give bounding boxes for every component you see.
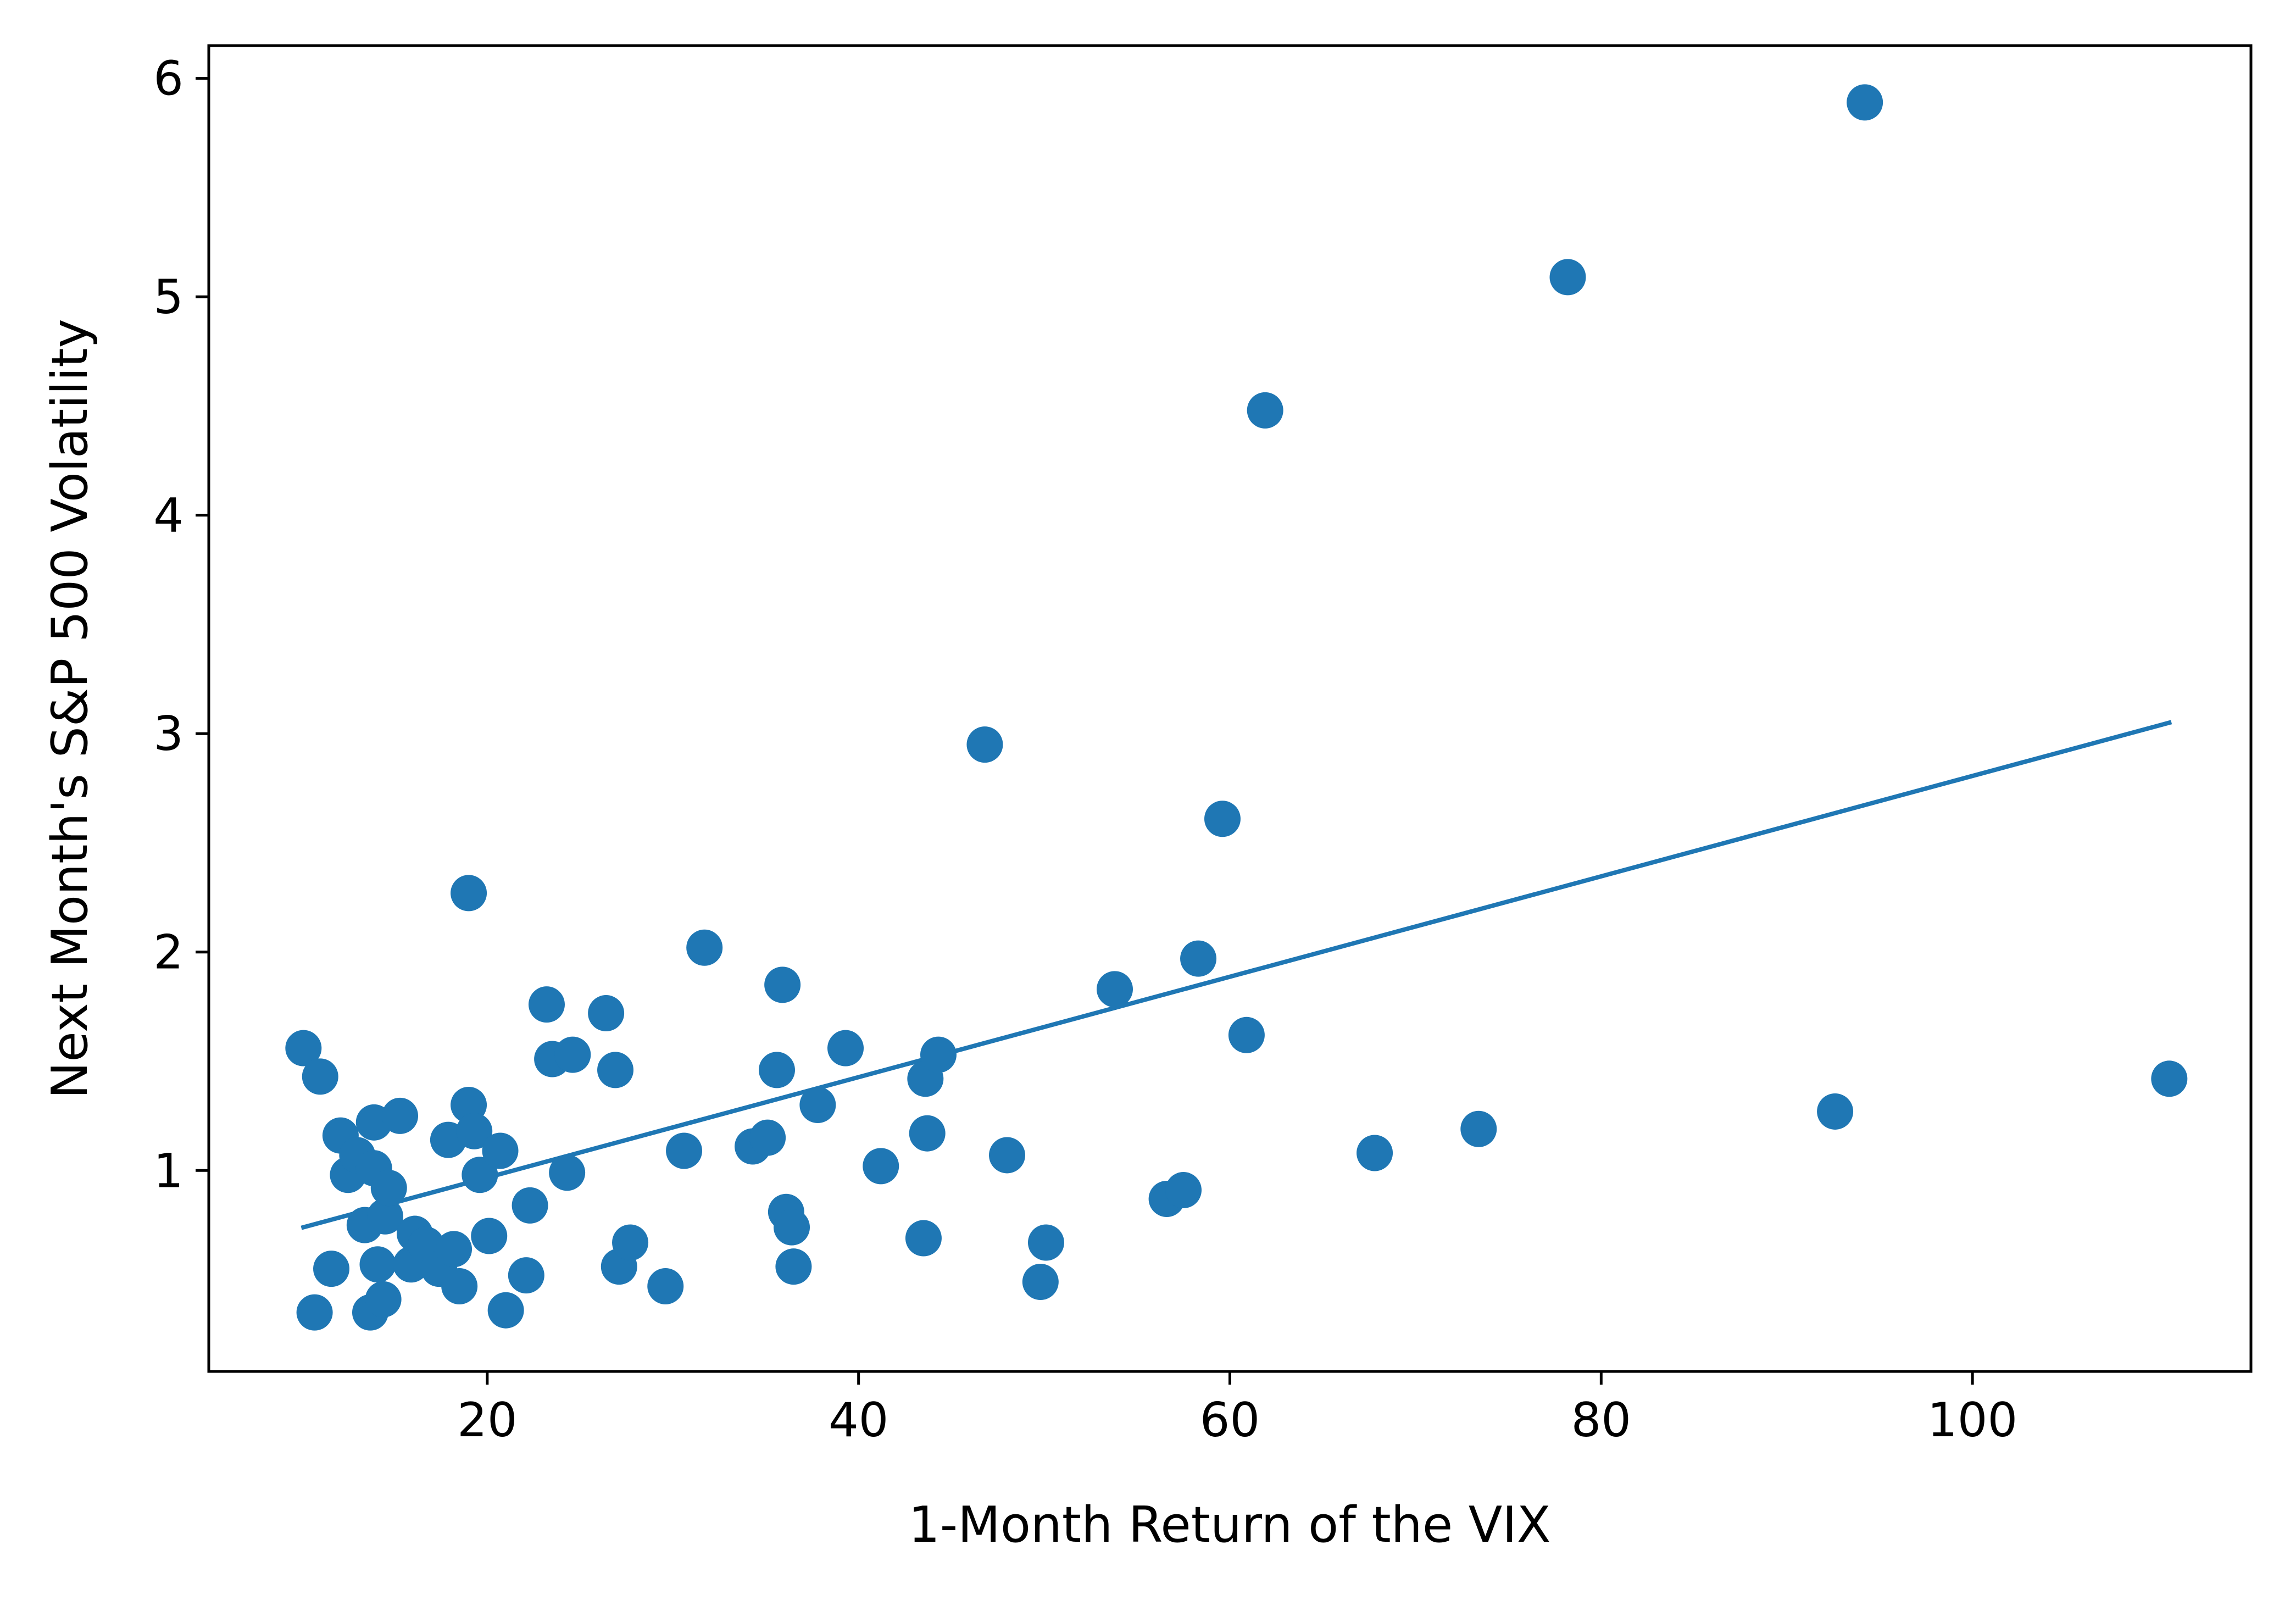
x-tick-label: 100 (1927, 1393, 2017, 1448)
data-point (799, 1087, 836, 1124)
data-point (370, 1170, 407, 1207)
data-point (285, 1030, 322, 1066)
data-point (1357, 1135, 1393, 1171)
data-point (764, 966, 801, 1003)
data-point (359, 1246, 396, 1283)
data-point (759, 1052, 796, 1088)
data-point (827, 1030, 864, 1066)
data-point (749, 1119, 786, 1156)
data-point (863, 1148, 899, 1185)
data-point (686, 929, 723, 966)
data-point (1180, 940, 1217, 977)
y-tick-label: 5 (153, 270, 184, 325)
data-point (1022, 1264, 1059, 1301)
y-tick-label: 6 (153, 52, 184, 107)
data-point (774, 1209, 810, 1246)
data-point (597, 1052, 634, 1088)
data-point (588, 995, 625, 1032)
data-point (905, 1220, 942, 1257)
data-point (367, 1198, 404, 1235)
data-point (441, 1268, 478, 1304)
data-point (775, 1248, 812, 1285)
data-point (1204, 801, 1241, 837)
data-point (1847, 84, 1883, 121)
data-point (647, 1268, 684, 1304)
data-point (1228, 1016, 1265, 1053)
x-axis-ticks: 20 40 60 80 100 (457, 1371, 2017, 1448)
y-axis-ticks: 1 2 3 4 5 6 (153, 52, 209, 1198)
data-point (302, 1058, 338, 1095)
regression-line (301, 720, 2172, 1230)
data-point (554, 1036, 591, 1073)
y-tick-label: 2 (153, 925, 184, 980)
data-point (487, 1292, 524, 1329)
y-tick-label: 3 (153, 707, 184, 762)
data-point (966, 726, 1003, 763)
data-point (456, 1113, 493, 1149)
x-tick-label: 20 (457, 1393, 517, 1448)
data-point (296, 1294, 333, 1331)
y-tick-label: 1 (153, 1143, 184, 1198)
data-point (1096, 971, 1133, 1008)
data-point (313, 1251, 350, 1287)
x-axis-label: 1-Month Return of the VIX (908, 1496, 1550, 1554)
data-point (451, 875, 487, 912)
x-tick-label: 80 (1571, 1393, 1631, 1448)
data-point (436, 1231, 472, 1268)
data-point (1247, 392, 1283, 429)
data-point (1817, 1093, 1854, 1130)
data-point (920, 1036, 957, 1073)
regression-line-layer (301, 720, 2172, 1230)
data-point (482, 1132, 519, 1169)
data-point (462, 1157, 498, 1193)
data-point (549, 1154, 586, 1191)
data-point (508, 1257, 544, 1294)
data-point (382, 1097, 419, 1134)
data-point (1549, 259, 1586, 296)
data-point (528, 986, 565, 1023)
y-axis-label: Next Month's S&P 500 Volatility (41, 319, 99, 1099)
y-tick-label: 4 (153, 488, 184, 543)
data-point (471, 1218, 508, 1254)
data-point (512, 1187, 548, 1224)
data-point (1165, 1172, 1202, 1209)
data-point (989, 1137, 1026, 1174)
data-point (909, 1115, 946, 1152)
data-points-layer (285, 84, 2188, 1331)
data-point (1027, 1224, 1064, 1261)
data-point (2151, 1060, 2188, 1097)
data-point (612, 1224, 649, 1261)
x-tick-label: 60 (1200, 1393, 1260, 1448)
data-point (365, 1281, 402, 1318)
x-tick-label: 40 (829, 1393, 888, 1448)
data-point (1460, 1110, 1497, 1147)
data-point (666, 1132, 703, 1169)
